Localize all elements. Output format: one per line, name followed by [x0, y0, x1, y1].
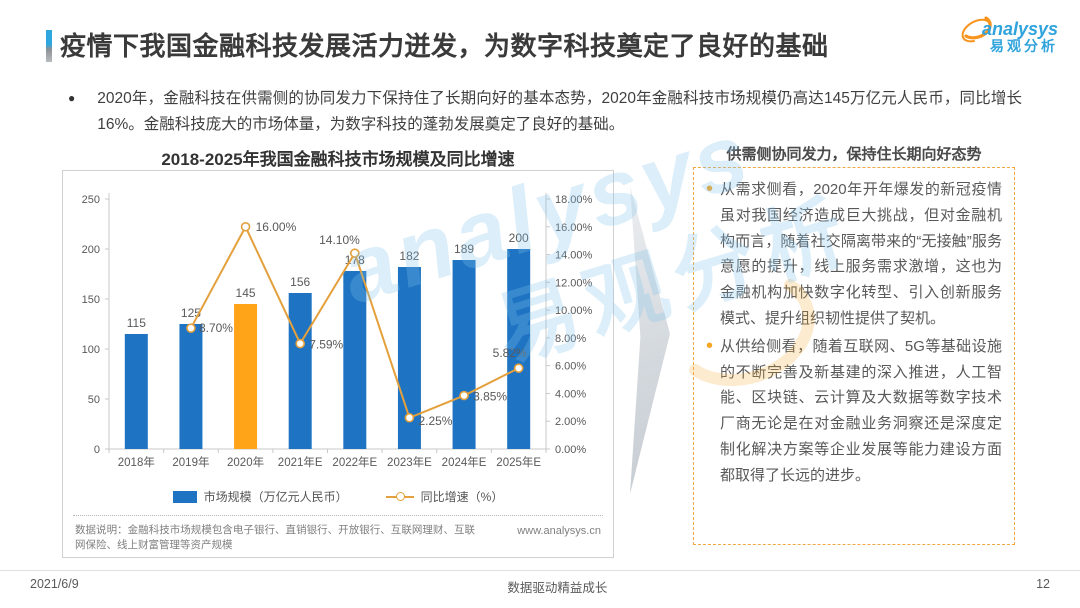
svg-text:2018年: 2018年: [118, 455, 155, 469]
bar-2025年E: [507, 249, 531, 449]
orange-bullet-icon: •: [706, 334, 714, 357]
svg-text:115: 115: [127, 316, 146, 330]
panel-bullet-demand: • 从需求侧看，2020年开年爆发的新冠疫情虽对我国经济造成巨大挑战，但对金融机…: [704, 177, 1002, 334]
svg-text:18.00%: 18.00%: [555, 194, 593, 206]
panel-bullet-supply: • 从供给侧看，随着互联网、5G等基础设施的不断完善及新基建的深入推进，人工智能…: [704, 334, 1002, 491]
svg-text:4.00%: 4.00%: [555, 388, 586, 400]
svg-text:100: 100: [82, 344, 100, 356]
svg-text:2021年E: 2021年E: [278, 455, 323, 469]
title-accent-bar: [46, 30, 52, 62]
svg-text:0.00%: 0.00%: [555, 444, 586, 456]
bar-2021年E: [288, 293, 312, 449]
growth-marker-2024年E: [459, 390, 469, 401]
svg-text:2022年E: 2022年E: [332, 455, 377, 469]
bar-2020年: [234, 304, 258, 449]
transition-arrow-icon: [630, 186, 670, 494]
panel-bullet-text: 从需求侧看，2020年开年爆发的新冠疫情虽对我国经济造成巨大挑战，但对金融机构而…: [720, 181, 1002, 327]
page-title: 疫情下我国金融科技发展活力迸发，为数字科技奠定了良好的基础: [60, 31, 829, 61]
logo-brand-en: analysys: [982, 19, 1059, 39]
svg-text:7.59%: 7.59%: [309, 338, 343, 352]
chart-box: 0 50 100 150 200 250 0.00% 2.00% 4.00% 6.00% 8.00%…: [62, 170, 614, 558]
svg-text:2.00%: 2.00%: [555, 416, 586, 428]
bar-2018年: [124, 334, 148, 449]
svg-text:14.10%: 14.10%: [319, 233, 360, 247]
brand-logo: analysys 易观分析: [952, 10, 1072, 66]
svg-text:2025年E: 2025年E: [496, 455, 541, 469]
growth-marker-2022年E: [350, 248, 360, 258]
svg-text:156: 156: [290, 275, 310, 289]
svg-text:189: 189: [454, 242, 474, 256]
svg-text:178: 178: [345, 253, 365, 267]
svg-text:6.00%: 6.00%: [555, 361, 586, 373]
svg-text:10.00%: 10.00%: [555, 305, 593, 317]
svg-text:200: 200: [509, 231, 529, 245]
intro-text: 2020年，金融科技在供需侧的协同发力下保持住了长期向好的基本态势，2020年金…: [97, 90, 1022, 133]
svg-text:12.00%: 12.00%: [555, 277, 593, 289]
bullet-icon: ●: [68, 91, 76, 105]
svg-text:8.00%: 8.00%: [555, 333, 586, 345]
svg-text:50: 50: [88, 394, 100, 406]
footer-date: 2021/6/9: [30, 577, 79, 591]
data-note: 数据说明：金融科技市场规模包含电子银行、直销银行、开放银行、互联网理财、互联网保…: [75, 524, 475, 551]
svg-text:2023年E: 2023年E: [387, 455, 432, 469]
growth-marker-2019年: [186, 323, 196, 333]
legend-item-line: 同比增速（%）: [385, 488, 504, 505]
svg-text:16.00%: 16.00%: [555, 222, 593, 234]
svg-text:2024年E: 2024年E: [442, 455, 487, 469]
svg-text:150: 150: [82, 294, 100, 306]
note-row: 数据说明：金融科技市场规模包含电子银行、直销银行、开放银行、互联网理财、互联网保…: [63, 516, 613, 553]
logo-swirl-icon: [961, 16, 992, 43]
insight-panel: • 从需求侧看，2020年开年爆发的新冠疫情虽对我国经济造成巨大挑战，但对金融机…: [693, 167, 1015, 545]
panel-heading: 供需侧协同发力，保持住长期向好态势: [726, 146, 982, 163]
svg-text:250: 250: [82, 194, 100, 206]
chart-legend: 市场规模（万亿元人民币） 同比增速（%）: [63, 488, 613, 505]
note-divider: [73, 515, 603, 516]
orange-bullet-icon: •: [706, 178, 714, 200]
intro-block: ● 2020年，金融科技在供需侧的协同发力下保持住了长期向好的基本态势，2020…: [62, 86, 1022, 138]
chart-title: 2018-2025年我国金融科技市场规模及同比增速: [161, 150, 515, 169]
svg-text:14.00%: 14.00%: [555, 250, 593, 262]
svg-text:2020年: 2020年: [227, 455, 264, 469]
legend-line-label: 同比增速（%）: [420, 490, 504, 504]
combo-chart: 0 50 100 150 200 250 0.00% 2.00% 4.00% 6.00% 8.00%…: [82, 193, 593, 469]
footer-slogan: 数据驱动精益成长: [507, 581, 608, 595]
footer: 2021/6/9 数据驱动精益成长 12: [0, 570, 1080, 596]
legend-bar-swatch-icon: [172, 490, 197, 503]
panel-bullet-text: 从供给侧看，随着互联网、5G等基础设施的不断完善及新基建的深入推进，人工智能、区…: [720, 337, 1002, 484]
svg-text:3.85%: 3.85%: [473, 390, 507, 404]
svg-text:2019年: 2019年: [172, 455, 209, 469]
legend-item-bar: 市场规模（万亿元人民币）: [172, 488, 348, 505]
bar-2019年: [179, 324, 203, 449]
growth-marker-2025年E: [513, 363, 524, 373]
footer-page-number: 12: [1036, 577, 1050, 591]
svg-text:145: 145: [236, 286, 256, 300]
bar-2024年E: [452, 260, 476, 449]
svg-text:16.00%: 16.00%: [256, 220, 297, 234]
website-text: www.analysys.cn: [517, 525, 601, 537]
svg-text:182: 182: [399, 249, 419, 263]
legend-line-swatch-icon: [385, 492, 414, 501]
growth-marker-2020年: [240, 221, 251, 232]
svg-text:200: 200: [82, 244, 100, 256]
legend-bar-label: 市场规模（万亿元人民币）: [203, 490, 348, 504]
svg-text:0: 0: [94, 444, 100, 456]
svg-text:8.70%: 8.70%: [199, 321, 233, 335]
growth-marker-2023年E: [404, 412, 415, 423]
bar-2022年E: [343, 271, 367, 449]
growth-marker-2021年E: [295, 338, 305, 349]
svg-text:5.82%: 5.82%: [493, 346, 527, 360]
logo-brand-cn: 易观分析: [990, 37, 1058, 54]
svg-text:2.25%: 2.25%: [418, 414, 452, 428]
